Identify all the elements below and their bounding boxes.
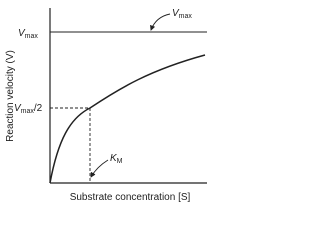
symbol: V [172, 8, 180, 19]
vmax-arrow [150, 13, 171, 31]
subscript: M [117, 158, 123, 165]
vmax-annotation: Vmax [172, 8, 192, 20]
x-axis-label: Substrate concentration [S] [70, 192, 191, 203]
symbol: K [110, 153, 118, 164]
saturation-curve [49, 54, 206, 184]
km-label: KM [110, 153, 123, 165]
y-axis-label: Reaction velocity (V) [5, 50, 16, 142]
vmax-half-label: Vmax/2 [14, 103, 43, 115]
suffix: /2 [34, 103, 43, 114]
subscript: max [25, 33, 39, 40]
symbol: V [18, 28, 26, 39]
diagram: Reaction velocity (V) Substrate concentr… [5, 8, 207, 203]
vmax-axis-label: Vmax [18, 28, 38, 40]
subscript: max [179, 13, 193, 20]
km-arrow [90, 159, 109, 178]
symbol: V [14, 103, 22, 114]
subscript: max [21, 108, 35, 115]
